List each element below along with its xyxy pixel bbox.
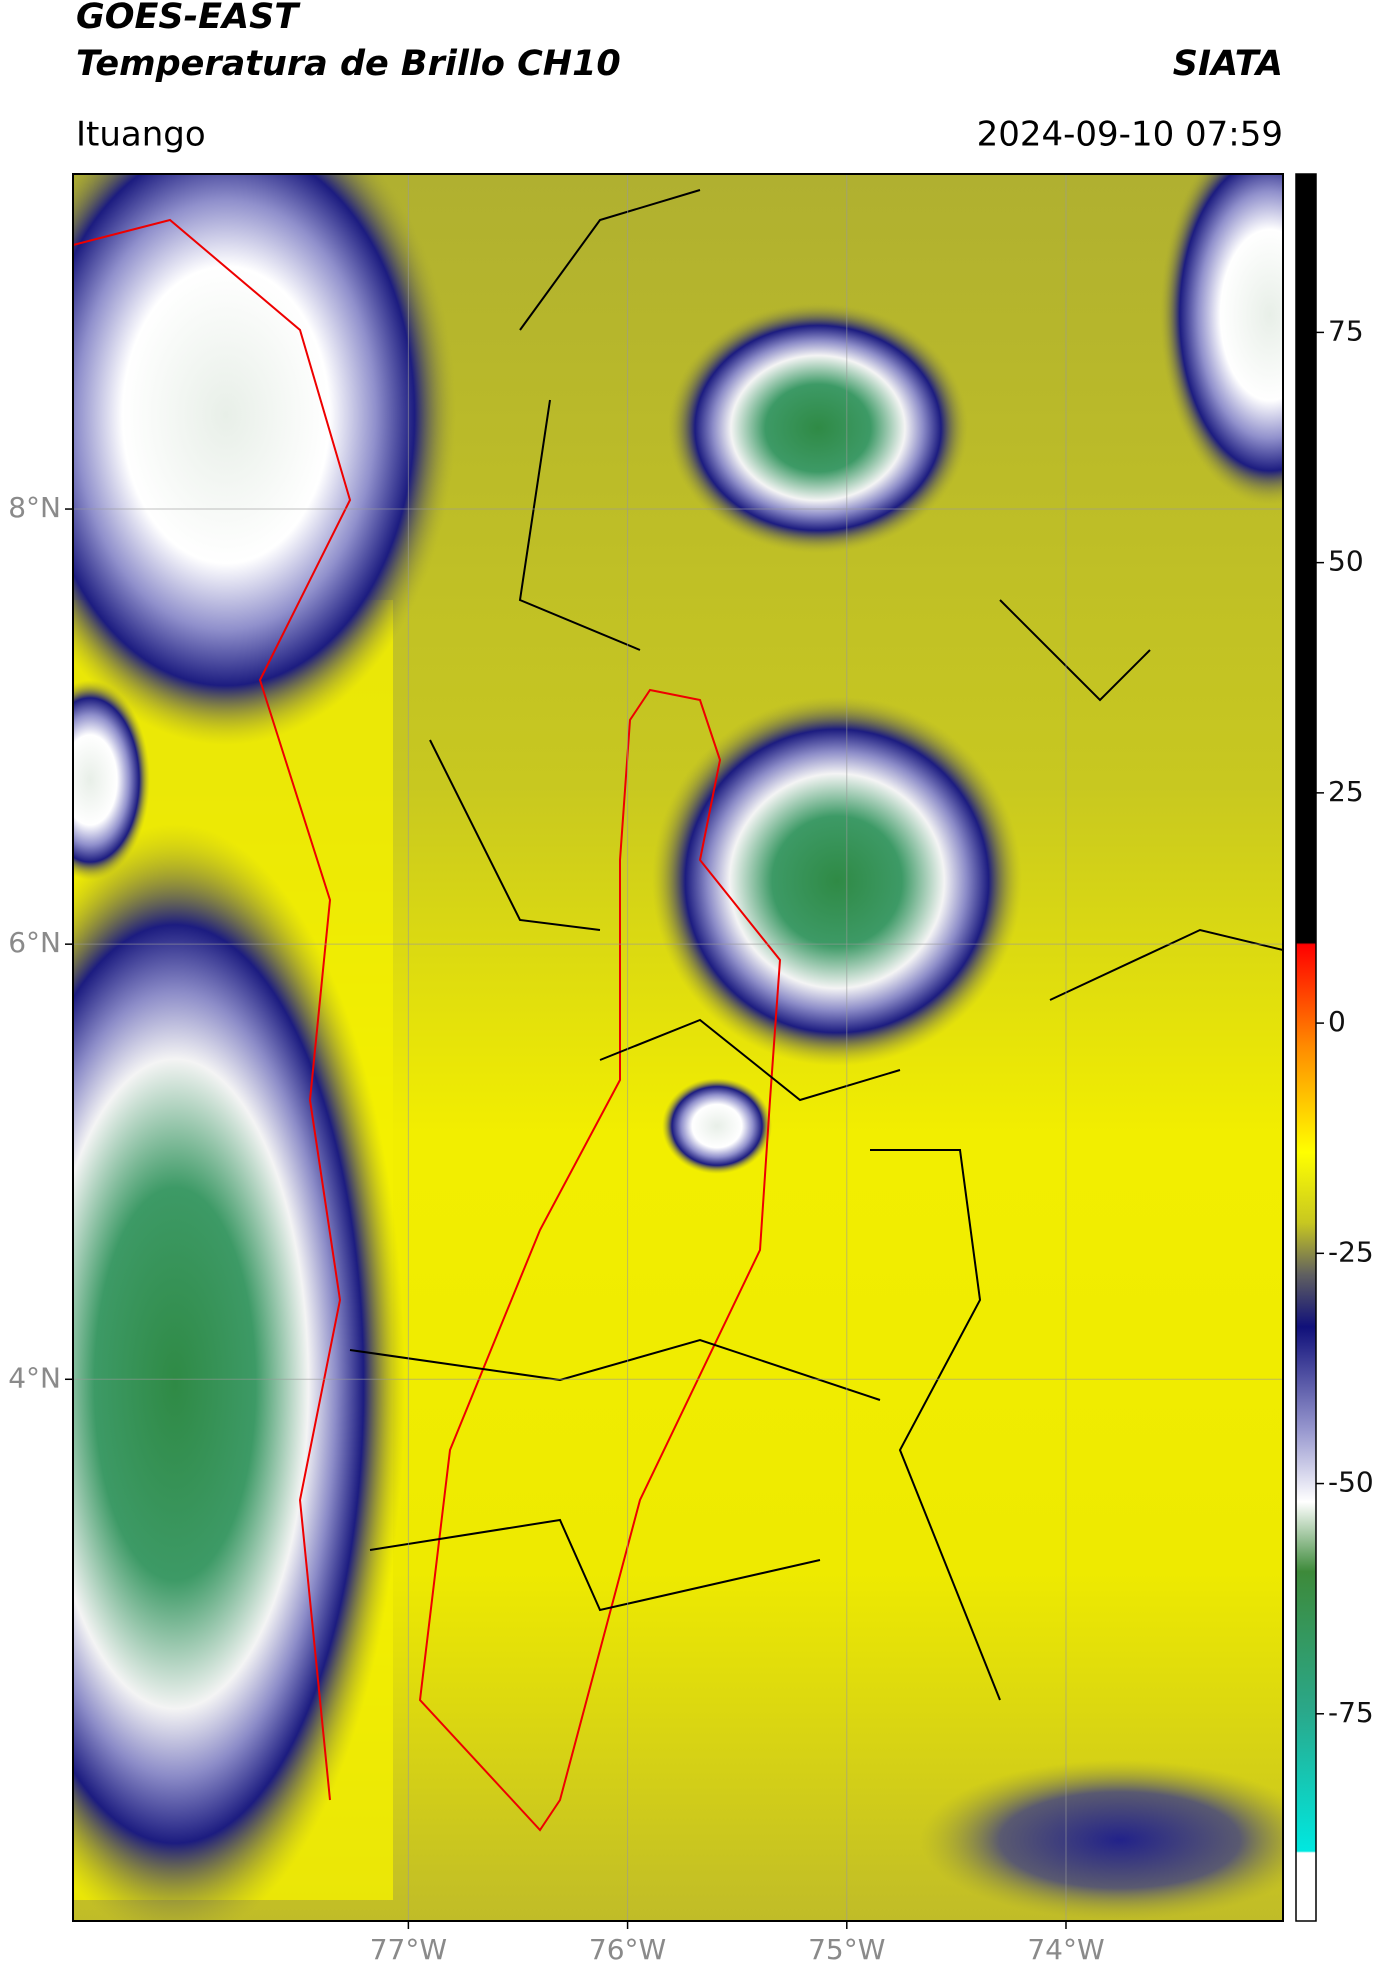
satellite-image xyxy=(73,174,1283,1921)
cloud xyxy=(73,174,456,745)
subtitle: Temperatura de Brillo CH10 xyxy=(76,44,621,84)
brand: SIATA xyxy=(1173,44,1283,84)
lat-tick-label: 4°N xyxy=(8,1361,61,1394)
cloud xyxy=(73,824,405,1921)
location: Ituango xyxy=(76,115,206,155)
lon-tick-label: 77°W xyxy=(370,1933,447,1966)
cloud xyxy=(920,1760,1283,1920)
colorbar-tick-label: -75 xyxy=(1328,1696,1374,1729)
lon-tick-label: 75°W xyxy=(808,1933,885,1966)
map-frame xyxy=(72,173,1284,1922)
cloud xyxy=(668,303,968,553)
colorbar-tick-label: 25 xyxy=(1328,775,1364,808)
title: GOES-EAST xyxy=(76,0,301,37)
graticule xyxy=(73,174,1283,1921)
lon-tick-label: 74°W xyxy=(1027,1933,1104,1966)
colorbar xyxy=(1295,173,1317,1922)
cloud xyxy=(662,1078,772,1174)
lon-tick-label: 76°W xyxy=(589,1933,666,1966)
region-border xyxy=(418,688,782,1832)
cloud xyxy=(73,680,150,880)
colorbar-tick-label: 50 xyxy=(1328,545,1364,578)
datetime: 2024-09-10 07:59 xyxy=(977,115,1283,155)
lat-tick-label: 6°N xyxy=(8,926,61,959)
lat-tick-label: 8°N xyxy=(8,491,61,524)
colorbar-tick-label: 0 xyxy=(1328,1005,1346,1038)
colorbar-tick-label: 75 xyxy=(1328,314,1364,347)
admin-border xyxy=(349,189,1283,1701)
colorbar-tick-label: -50 xyxy=(1328,1466,1374,1499)
coastline xyxy=(73,218,352,1801)
cloud xyxy=(1160,174,1283,505)
colorbar-tick-label: -25 xyxy=(1328,1235,1374,1268)
cloud xyxy=(652,696,1022,1066)
